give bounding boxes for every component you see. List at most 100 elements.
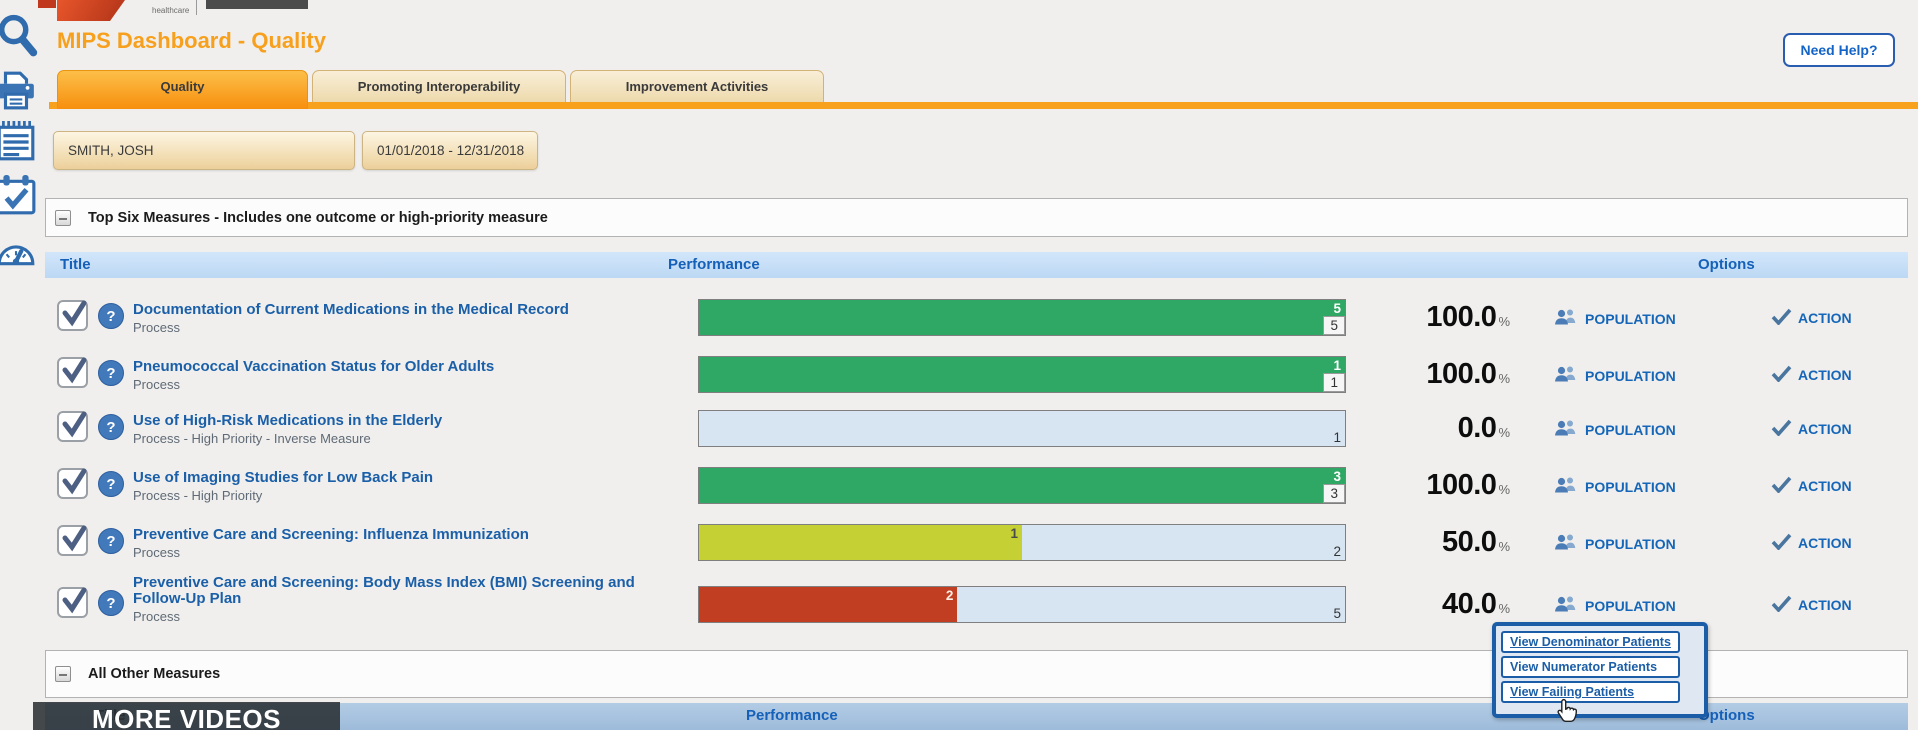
measure-checkbox[interactable] bbox=[57, 300, 88, 331]
column-options[interactable]: Options bbox=[1698, 707, 1755, 724]
check-icon bbox=[1771, 533, 1792, 553]
menu-item-view-denominator-patients[interactable]: View Denominator Patients bbox=[1501, 631, 1680, 653]
date-range-filter[interactable]: 01/01/2018 - 12/31/2018 bbox=[362, 131, 538, 170]
performance-bar[interactable]: 1 1 bbox=[698, 356, 1346, 393]
help-icon[interactable]: ? bbox=[98, 303, 124, 329]
measure-row: ? Use of Imaging Studies for Low Back Pa… bbox=[45, 467, 1908, 511]
column-performance[interactable]: Performance bbox=[746, 707, 838, 724]
page-title: MIPS Dashboard - Quality bbox=[57, 28, 326, 53]
percent-sign: % bbox=[1498, 539, 1510, 554]
check-icon bbox=[1771, 595, 1792, 615]
percent-readout: 50.0% bbox=[1260, 526, 1510, 559]
menu-item-view-failing-patients[interactable]: View Failing Patients bbox=[1501, 681, 1680, 703]
action-button[interactable]: ACTION bbox=[1771, 476, 1852, 496]
action-button[interactable]: ACTION bbox=[1771, 308, 1852, 328]
action-label: ACTION bbox=[1798, 421, 1852, 437]
performance-bar[interactable]: 5 5 bbox=[698, 299, 1346, 336]
population-icon bbox=[1553, 365, 1579, 387]
help-icon[interactable]: ? bbox=[98, 590, 124, 616]
population-button[interactable]: POPULATION bbox=[1553, 595, 1676, 617]
measure-subtitle: Process bbox=[133, 320, 180, 335]
measure-row: ? Preventive Care and Screening: Influen… bbox=[45, 524, 1908, 568]
printer-icon[interactable] bbox=[0, 68, 39, 117]
performance-bar-fill: 5 bbox=[699, 300, 1345, 335]
measure-checkbox[interactable] bbox=[57, 587, 88, 618]
need-help-button[interactable]: Need Help? bbox=[1783, 33, 1895, 67]
action-label: ACTION bbox=[1798, 597, 1852, 613]
action-button[interactable]: ACTION bbox=[1771, 365, 1852, 385]
menu-item-view-numerator-patients[interactable]: View Numerator Patients bbox=[1501, 656, 1680, 678]
more-videos-label: MORE VIDEOS bbox=[92, 704, 281, 730]
gauge-icon[interactable] bbox=[0, 230, 39, 273]
denominator-value: 2 bbox=[1333, 544, 1341, 559]
provider-filter[interactable]: SMITH, JOSH bbox=[53, 131, 355, 170]
logo-divider bbox=[196, 0, 197, 15]
action-label: ACTION bbox=[1798, 310, 1852, 326]
measure-row: ? Pneumococcal Vaccination Status for Ol… bbox=[45, 356, 1908, 400]
percent-sign: % bbox=[1498, 371, 1510, 386]
measure-row: ? Use of High-Risk Medications in the El… bbox=[45, 410, 1908, 454]
performance-bar[interactable]: 3 3 bbox=[698, 467, 1346, 504]
population-icon bbox=[1553, 595, 1579, 617]
percent-readout: 100.0% bbox=[1260, 301, 1510, 334]
performance-bar[interactable]: 2 5 bbox=[698, 586, 1346, 623]
collapse-icon[interactable] bbox=[55, 209, 71, 226]
tab-quality[interactable]: Quality bbox=[57, 70, 308, 109]
search-icon[interactable] bbox=[0, 10, 39, 63]
help-icon[interactable]: ? bbox=[98, 414, 124, 440]
action-button[interactable]: ACTION bbox=[1771, 595, 1852, 615]
tab-promoting-interoperability[interactable]: Promoting Interoperability bbox=[312, 70, 566, 102]
percent-value: 0.0 bbox=[1457, 412, 1497, 444]
notepad-icon[interactable] bbox=[0, 118, 39, 171]
column-title[interactable]: Title bbox=[60, 256, 91, 273]
measure-title[interactable]: Preventive Care and Screening: Influenza… bbox=[133, 526, 529, 543]
percent-value: 100.0 bbox=[1426, 469, 1497, 501]
population-label: POPULATION bbox=[1585, 311, 1676, 327]
numerator-value: 2 bbox=[945, 588, 954, 603]
check-icon bbox=[1771, 419, 1792, 439]
performance-bar[interactable]: 1 2 bbox=[698, 524, 1346, 561]
denominator-value: 5 bbox=[1323, 316, 1345, 335]
percent-sign: % bbox=[1498, 601, 1510, 616]
measure-title[interactable]: Preventive Care and Screening: Body Mass… bbox=[133, 574, 635, 607]
calendar-check-icon[interactable] bbox=[0, 172, 39, 225]
help-icon[interactable]: ? bbox=[98, 528, 124, 554]
tab-improvement-activities[interactable]: Improvement Activities bbox=[570, 70, 824, 102]
measure-checkbox[interactable] bbox=[57, 468, 88, 499]
check-icon bbox=[1771, 365, 1792, 385]
measure-title[interactable]: Documentation of Current Medications in … bbox=[133, 301, 569, 318]
denominator-value: 1 bbox=[1333, 430, 1341, 445]
population-button[interactable]: POPULATION bbox=[1553, 533, 1676, 555]
action-button[interactable]: ACTION bbox=[1771, 419, 1852, 439]
column-performance[interactable]: Performance bbox=[668, 256, 760, 273]
help-icon[interactable]: ? bbox=[98, 360, 124, 386]
measure-checkbox[interactable] bbox=[57, 357, 88, 388]
percent-readout: 100.0% bbox=[1260, 469, 1510, 502]
percent-sign: % bbox=[1498, 482, 1510, 497]
more-videos-overlay[interactable]: MORE VIDEOS bbox=[33, 702, 340, 730]
population-button[interactable]: POPULATION bbox=[1553, 308, 1676, 330]
action-button[interactable]: ACTION bbox=[1771, 533, 1852, 553]
measure-title[interactable]: Pneumococcal Vaccination Status for Olde… bbox=[133, 358, 495, 375]
measure-title[interactable]: Use of Imaging Studies for Low Back Pain bbox=[133, 469, 434, 486]
population-button[interactable]: POPULATION bbox=[1553, 419, 1676, 441]
performance-bar[interactable]: 1 bbox=[698, 410, 1346, 447]
population-label: POPULATION bbox=[1585, 598, 1676, 614]
action-label: ACTION bbox=[1798, 367, 1852, 383]
measure-title[interactable]: Use of High-Risk Medications in the Elde… bbox=[133, 412, 443, 429]
population-button[interactable]: POPULATION bbox=[1553, 476, 1676, 498]
measure-subtitle: Process bbox=[133, 545, 180, 560]
measure-row: ? Documentation of Current Medications i… bbox=[45, 299, 1908, 343]
column-options[interactable]: Options bbox=[1698, 256, 1755, 273]
measure-checkbox[interactable] bbox=[57, 411, 88, 442]
denominator-value: 1 bbox=[1323, 373, 1345, 392]
section-title: Top Six Measures - Includes one outcome … bbox=[88, 209, 548, 226]
logo-wordmark bbox=[206, 0, 308, 9]
measure-checkbox[interactable] bbox=[57, 525, 88, 556]
table-header: Title Performance Options bbox=[45, 252, 1908, 278]
population-button[interactable]: POPULATION bbox=[1553, 365, 1676, 387]
collapse-icon[interactable] bbox=[55, 666, 71, 682]
performance-bar-fill: 1 bbox=[699, 525, 1022, 560]
population-context-menu: View Denominator Patients View Numerator … bbox=[1492, 622, 1708, 718]
help-icon[interactable]: ? bbox=[98, 471, 124, 497]
